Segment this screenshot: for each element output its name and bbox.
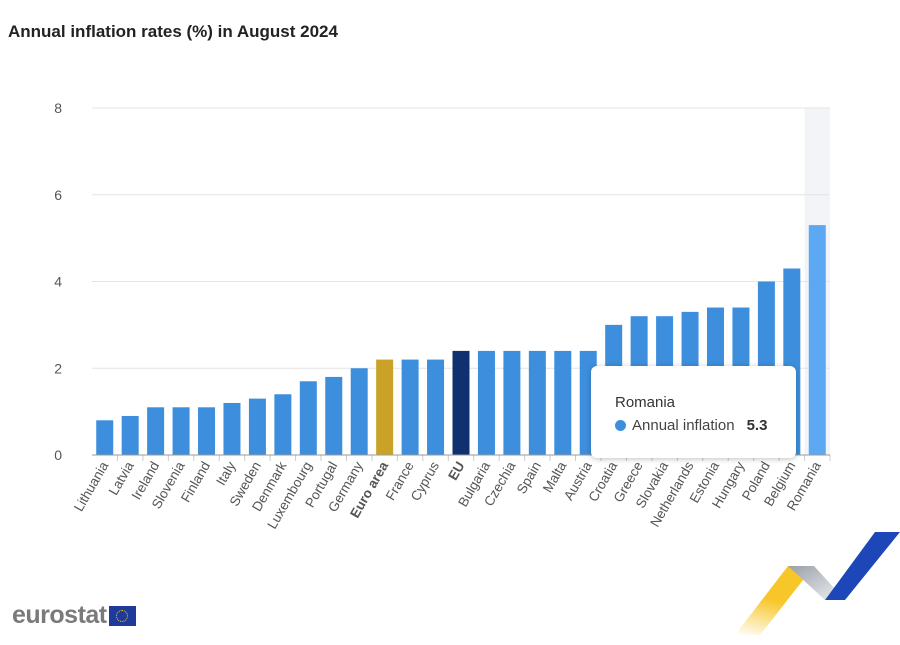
bar[interactable]: [248, 398, 266, 455]
y-tick-label: 8: [54, 100, 62, 116]
x-tick-label: Italy: [213, 459, 238, 488]
series-dot-icon: [615, 420, 626, 431]
bar-chart: 02468LithuaniaLatviaIrelandSloveniaFinla…: [54, 100, 831, 532]
x-tick-label: EU: [445, 459, 467, 483]
logo-text: eurostat: [12, 601, 107, 629]
bar[interactable]: [198, 407, 216, 455]
y-tick-label: 6: [54, 187, 62, 203]
chart-title: Annual inflation rates (%) in August 202…: [8, 22, 338, 41]
bar[interactable]: [808, 225, 826, 455]
tooltip-category: Romania: [615, 394, 676, 411]
x-tick-label: Spain: [514, 459, 544, 496]
bar[interactable]: [427, 359, 445, 455]
tooltip: Romania Annual inflation 5.3: [591, 366, 796, 458]
eu-flag-icon: [108, 605, 136, 626]
bar[interactable]: [96, 420, 114, 455]
swoosh-graphic: [735, 532, 900, 635]
bar[interactable]: [477, 350, 495, 455]
y-tick-label: 2: [54, 360, 62, 376]
bar[interactable]: [528, 350, 546, 455]
bar[interactable]: [376, 359, 394, 455]
x-tick-label: Lithuania: [71, 459, 112, 514]
bar[interactable]: [325, 376, 343, 455]
bar[interactable]: [147, 407, 165, 455]
bar[interactable]: [172, 407, 190, 455]
eurostat-logo: eurostat: [12, 601, 136, 630]
tooltip-value: 5.3: [746, 417, 768, 434]
bar[interactable]: [401, 359, 419, 455]
bar[interactable]: [299, 381, 317, 455]
bar[interactable]: [503, 350, 521, 455]
y-tick-label: 4: [54, 274, 62, 290]
bar[interactable]: [452, 350, 470, 455]
bar[interactable]: [121, 415, 139, 455]
y-tick-label: 0: [54, 447, 62, 463]
bar[interactable]: [274, 394, 292, 455]
tooltip-row: Annual inflation 5.3: [615, 417, 767, 434]
bar[interactable]: [223, 402, 241, 455]
bar[interactable]: [554, 350, 572, 455]
bar[interactable]: [350, 368, 368, 455]
tooltip-series: Annual inflation: [632, 417, 735, 434]
